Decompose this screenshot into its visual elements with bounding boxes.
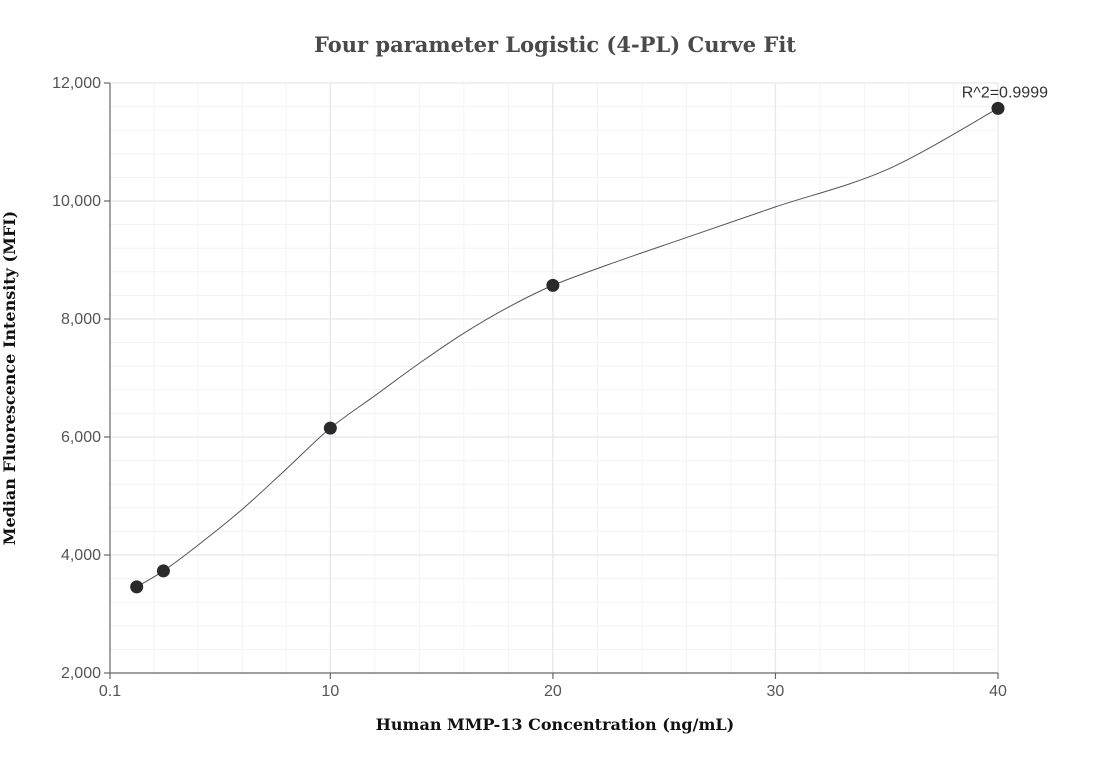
data-points	[130, 101, 1005, 594]
y-tick-label: 8,000	[61, 311, 101, 328]
y-tick-label: 2,000	[61, 665, 101, 682]
y-ticks: 2,000 4,000 6,000 8,000 10,000 12,000	[52, 75, 110, 682]
x-axis-title: Human MMP-13 Concentration (ng/mL)	[376, 715, 734, 734]
y-tick-label: 12,000	[52, 75, 101, 92]
chart-title: Four parameter Logistic (4-PL) Curve Fit	[314, 32, 796, 57]
data-point[interactable]	[156, 564, 170, 578]
y-tick-label: 4,000	[61, 547, 101, 564]
r-squared-annotation: R^2=0.9999	[962, 84, 1048, 101]
x-tick-label: 20	[544, 683, 562, 700]
y-tick-label: 10,000	[52, 193, 101, 210]
x-tick-label: 0.1	[99, 683, 121, 700]
major-grid	[110, 82, 999, 673]
axes	[109, 83, 998, 674]
y-axis-title: Median Fluorescence Intensity (MFI)	[0, 211, 19, 546]
data-point[interactable]	[991, 101, 1005, 115]
x-ticks: 0.1 10 20 30 40	[99, 673, 1007, 700]
x-tick-label: 10	[321, 683, 339, 700]
x-tick-label: 40	[989, 683, 1007, 700]
minor-grid	[110, 83, 998, 673]
x-tick-label: 30	[767, 683, 785, 700]
data-point[interactable]	[323, 421, 337, 435]
data-point[interactable]	[130, 580, 144, 594]
data-point[interactable]	[546, 278, 560, 292]
fit-curve	[136, 107, 999, 588]
y-tick-label: 6,000	[61, 429, 101, 446]
